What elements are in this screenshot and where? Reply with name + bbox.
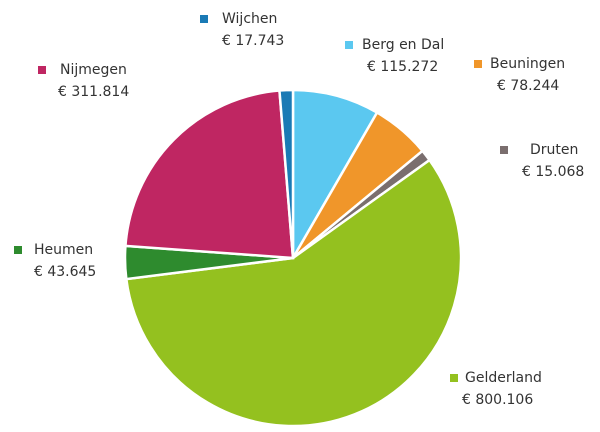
slice-name: Gelderland [465, 370, 542, 386]
pie-slice [124, 89, 295, 260]
pie-slice [278, 88, 295, 259]
slice-name: Wijchen [222, 11, 277, 27]
slice-value-label: € 78.244 [497, 78, 559, 94]
pie-slice [291, 88, 379, 263]
slice-name: Nijmegen [60, 62, 127, 78]
legend-marker [474, 60, 482, 68]
slice-name: Berg en Dal [362, 37, 444, 53]
slice-name: Beuningen [490, 56, 565, 72]
slice-value-label: € 43.645 [34, 264, 96, 280]
slice-value-label: € 17.743 [222, 33, 284, 49]
legend-marker [345, 41, 353, 49]
legend-marker [500, 146, 508, 154]
slice-value-label: € 115.272 [367, 59, 438, 75]
slice-name: Heumen [34, 242, 93, 258]
legend-marker [14, 246, 22, 254]
slice-value-label: € 800.106 [462, 392, 533, 408]
slice-value-label: € 15.068 [522, 164, 584, 180]
slice-name: Druten [530, 142, 578, 158]
legend-marker [450, 374, 458, 382]
legend-marker [200, 15, 208, 23]
pie-slice [124, 158, 463, 428]
legend-marker [38, 66, 46, 74]
slice-value-label: € 311.814 [58, 84, 129, 100]
